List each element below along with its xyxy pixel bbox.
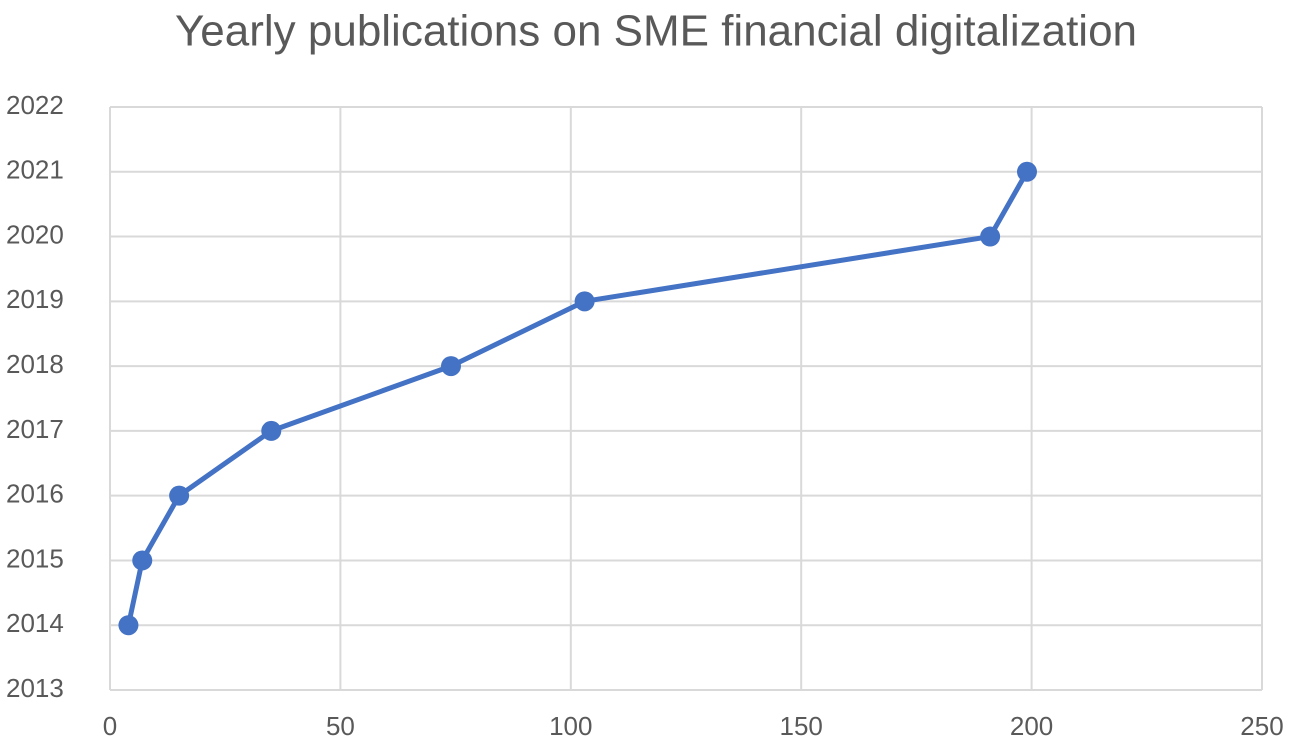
marker xyxy=(980,226,1001,247)
y-tick-label: 2019 xyxy=(6,284,64,314)
marker xyxy=(440,356,461,377)
x-tick-label: 250 xyxy=(1240,711,1283,741)
x-tick-label: 100 xyxy=(549,711,592,741)
marker xyxy=(574,291,595,312)
y-tick-label: 2013 xyxy=(6,673,64,703)
x-tick-label: 200 xyxy=(1010,711,1053,741)
marker xyxy=(169,485,190,506)
y-tick-label: 2014 xyxy=(6,608,64,638)
line xyxy=(125,170,1030,626)
marker xyxy=(261,420,282,441)
y-tick-label: 2021 xyxy=(6,155,64,185)
y-tick-label: 2015 xyxy=(6,543,64,573)
x-tick-label: 0 xyxy=(103,711,117,741)
y-tick-label: 2018 xyxy=(6,349,64,379)
x-tick-label: 150 xyxy=(780,711,823,741)
chart-title: Yearly publications on SME financial dig… xyxy=(175,7,1137,56)
marker xyxy=(132,550,153,571)
marker xyxy=(118,615,139,636)
x-tick-label: 50 xyxy=(326,711,355,741)
y-tick-label: 2022 xyxy=(6,90,64,120)
y-tick-label: 2016 xyxy=(6,479,64,509)
y-tick-label: 2020 xyxy=(6,219,64,249)
y-tick-label: 2017 xyxy=(6,414,64,444)
marker xyxy=(1016,161,1037,182)
